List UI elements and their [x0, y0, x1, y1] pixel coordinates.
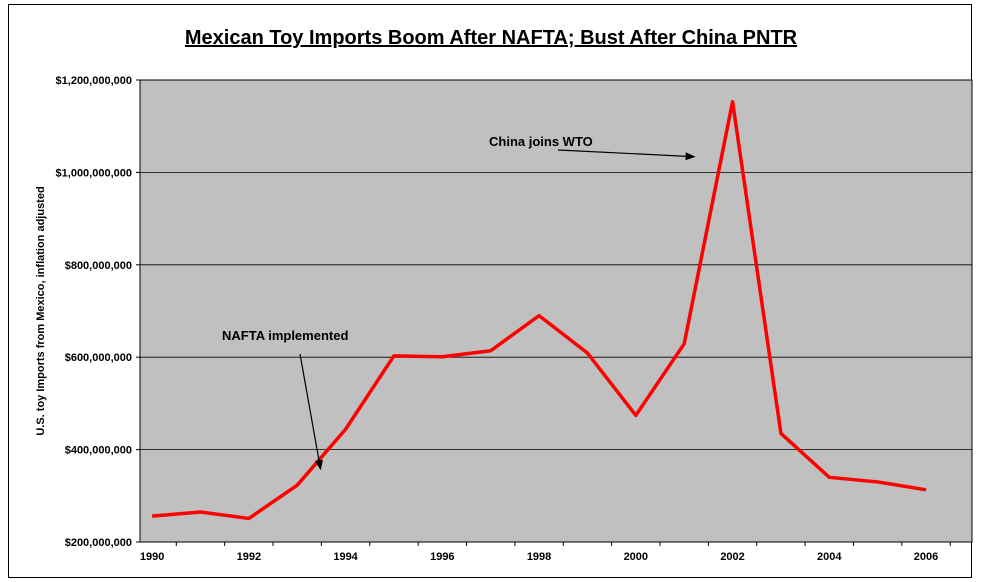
x-axis-ticks: 1990 1992 1994 1996 1998 2000 2002 2004 2006 [140, 542, 951, 563]
y-tick-label: $400,000,000 [65, 445, 132, 457]
annotation-nafta: NAFTA implemented [222, 328, 348, 343]
y-tick-label: $600,000,000 [65, 352, 132, 364]
x-tick-label: 1990 [140, 551, 164, 563]
annotations: NAFTA implemented China joins WTO [222, 134, 696, 471]
series-line [151, 99, 927, 521]
y-tick-label: $1,200,000,000 [56, 75, 132, 87]
y-tick-label: $800,000,000 [65, 260, 132, 272]
x-tick-label: 2000 [624, 551, 648, 563]
x-tick-label: 2006 [914, 551, 938, 563]
x-tick-label: 1992 [237, 551, 261, 563]
annotation-wto: China joins WTO [489, 134, 593, 149]
x-tick-label: 1996 [430, 551, 454, 563]
chart-title: Mexican Toy Imports Boom After NAFTA; Bu… [184, 27, 798, 49]
y-tick-label: $1,000,000,000 [56, 167, 132, 179]
arrow-wto [557, 149, 696, 161]
y-axis-ticks: $200,000,000 $400,000,000 $600,000,000 $800… [56, 75, 140, 549]
x-tick-label: 1994 [333, 551, 358, 563]
plot-area [139, 79, 973, 543]
gridlines [140, 171, 972, 451]
x-tick-label: 2002 [720, 551, 744, 563]
y-axis-label: U.S. toy Imports from Mexico, inflation … [35, 186, 47, 435]
x-tick-label: 2004 [817, 551, 842, 563]
x-tick-label: 1998 [527, 551, 551, 563]
y-tick-label: $200,000,000 [65, 537, 132, 549]
arrow-nafta [299, 353, 323, 471]
